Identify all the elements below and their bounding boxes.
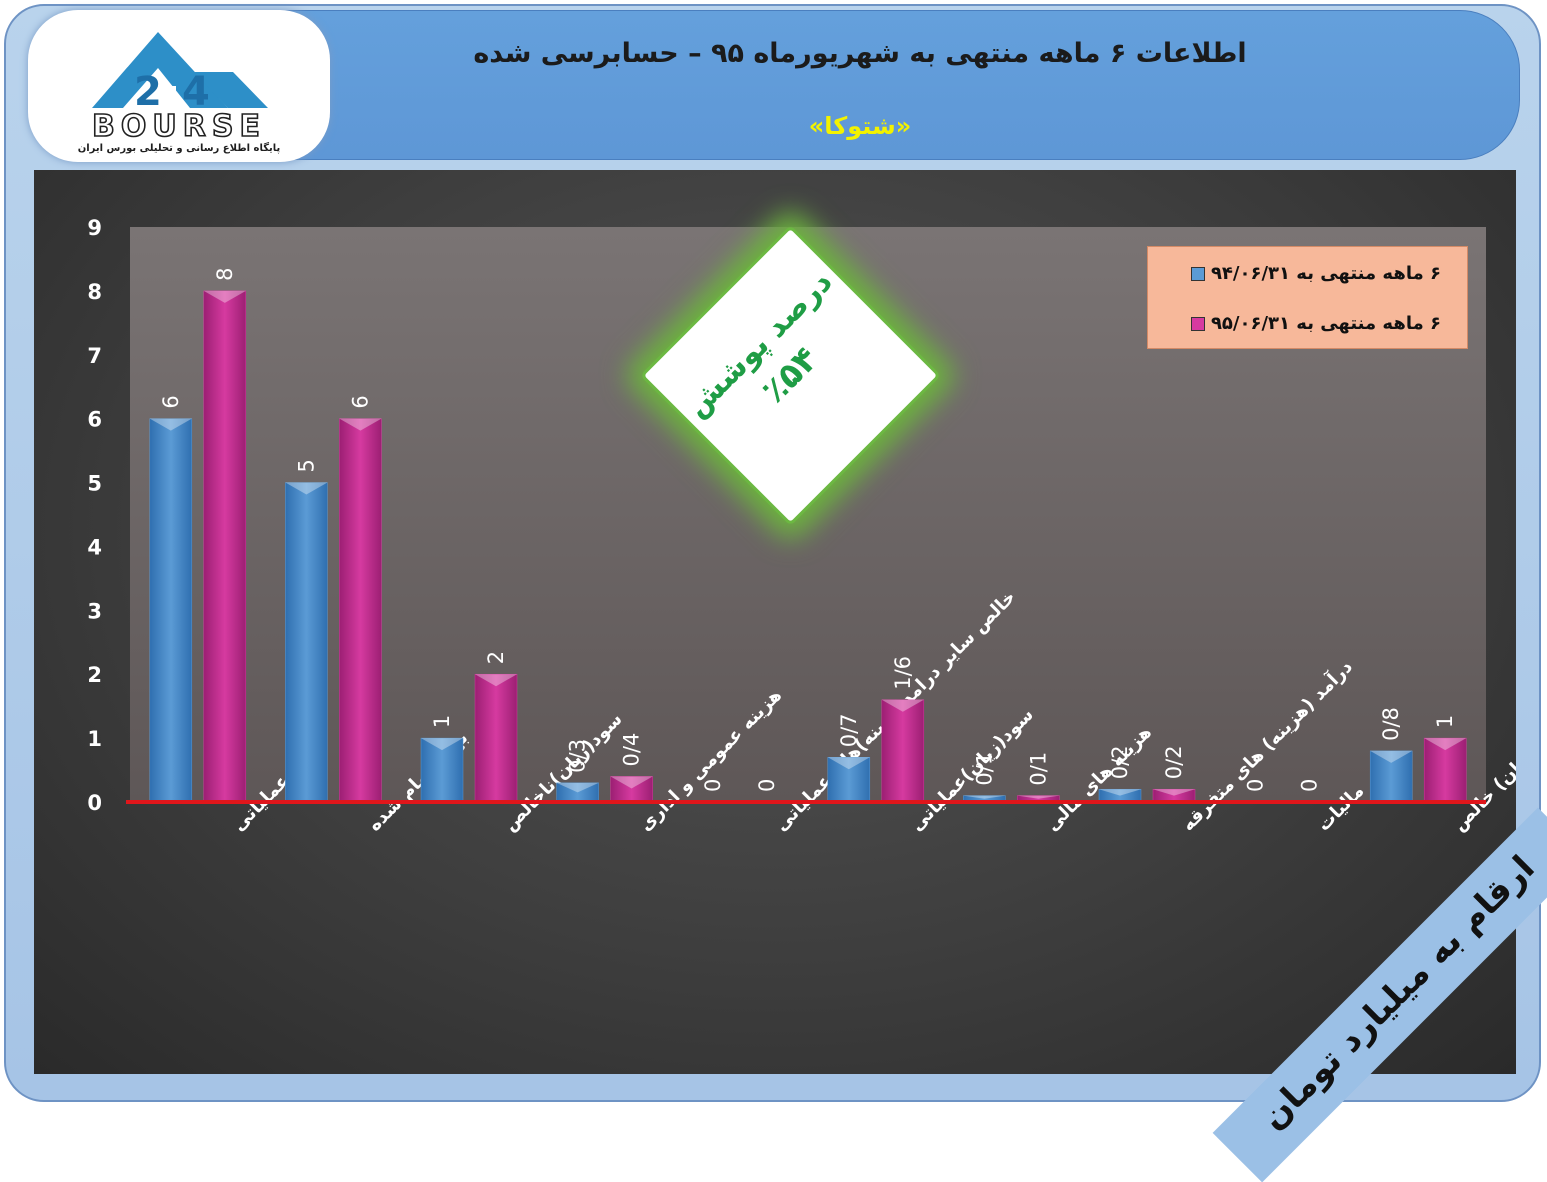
page-title: اطلاعات ۶ ماهه منتهی به شهریورماه ۹۵ – ح…	[473, 38, 1247, 69]
y-tick-label: 3	[87, 599, 102, 623]
bar-series1	[420, 737, 464, 803]
data-label-series1: 5	[294, 459, 318, 472]
data-label-series1: 0/8	[1379, 707, 1403, 741]
bar-cap-series2	[339, 418, 382, 431]
y-tick-label: 2	[87, 663, 102, 687]
chart-legend: ۶ ماهه منتهی به ۹۴/۰۶/۳۱ ۶ ماهه منتهی به…	[1147, 246, 1468, 349]
data-label-series2: 8	[213, 268, 237, 281]
data-label-series1: 0	[1244, 779, 1268, 792]
y-tick-label: 6	[87, 408, 102, 432]
logo-mark: 2 4 BOURSE	[91, 32, 268, 145]
y-tick-label: 9	[87, 216, 102, 240]
legend-item-series2: ۶ ماهه منتهی به ۹۵/۰۶/۳۱	[1190, 313, 1441, 334]
bar-cap-series2	[1424, 738, 1467, 751]
data-label-series1: 0/7	[837, 713, 861, 747]
logo-tagline: پایگاه اطلاع رسانی و تحلیلی بورس ایران	[77, 143, 281, 154]
bourse24-logo: 2 4 BOURSE پایگاه اطلاع رسانی و تحلیلی ب…	[28, 10, 330, 162]
legend-label-series1: ۶ ماهه منتهی به ۹۴/۰۶/۳۱	[1210, 263, 1441, 284]
bar-cap-series2	[610, 776, 653, 789]
bar-series2	[339, 418, 382, 803]
bar-cap-series1	[421, 738, 463, 751]
y-tick-label: 0	[87, 791, 102, 815]
bar-cap-series1	[963, 795, 1006, 799]
data-label-series1: 1	[430, 715, 454, 728]
data-label-series2: 0/1	[1026, 752, 1050, 786]
bar-cap-series1	[827, 757, 870, 770]
chart-area: 0 1 2 3 4 5 6 7 8 9 6 8 درآمد عملیاتی 5 6 بهای تمام شده…	[34, 170, 1516, 1074]
data-label-series2: 1/6	[891, 656, 915, 690]
bar-series1	[1369, 750, 1413, 803]
legend-swatch-series1	[1190, 266, 1205, 281]
data-label-series1: 6	[159, 395, 183, 408]
company-name: «شتوکا»	[808, 112, 912, 140]
bar-cap-series1	[556, 782, 599, 793]
bar-series2	[881, 699, 925, 803]
data-label-series2: 0/4	[620, 733, 644, 767]
bar-series2	[203, 290, 247, 803]
y-tick-label: 5	[87, 472, 102, 496]
bar-cap-series2	[1153, 789, 1195, 796]
bar-cap-series2	[881, 699, 924, 712]
data-label-series2: 0	[755, 779, 779, 792]
bar-cap-series1	[149, 418, 192, 431]
data-label-series2: 0	[1298, 779, 1322, 792]
bar-cap-series1	[1370, 750, 1413, 763]
y-tick-label: 8	[87, 280, 102, 304]
bar-series1	[827, 757, 871, 803]
svg-text:2: 2	[134, 69, 162, 115]
bar-cap-series1	[1099, 789, 1141, 796]
legend-swatch-series2	[1190, 316, 1205, 331]
bar-series1	[149, 418, 193, 803]
data-label-series2: 1	[1433, 715, 1457, 728]
logo-brand-text: BOURSE	[92, 109, 266, 144]
legend-item-series1: ۶ ماهه منتهی به ۹۴/۰۶/۳۱	[1190, 263, 1441, 284]
y-tick-label: 7	[87, 344, 102, 368]
bar-cap-series2	[1017, 795, 1060, 799]
bar-series1	[285, 482, 328, 803]
bar-cap-series2	[475, 674, 517, 687]
data-label-series2: 6	[348, 395, 372, 408]
data-label-series2: 0/2	[1162, 745, 1186, 779]
legend-label-series2: ۶ ماهه منتهی به ۹۵/۰۶/۳۱	[1210, 313, 1441, 334]
y-tick-label: 1	[87, 727, 102, 751]
y-tick-label: 4	[87, 535, 102, 559]
data-label-series2: 2	[484, 651, 508, 664]
data-label-series1: 0/3	[566, 739, 590, 773]
data-label-series1: 0	[701, 779, 725, 792]
bar-cap-series2	[203, 290, 246, 303]
bar-cap-series1	[285, 482, 328, 495]
svg-text:4: 4	[182, 69, 210, 115]
data-label-series1: 0/1	[972, 752, 996, 786]
data-label-series1: 0/2	[1108, 745, 1132, 779]
bar-series2	[474, 673, 518, 803]
